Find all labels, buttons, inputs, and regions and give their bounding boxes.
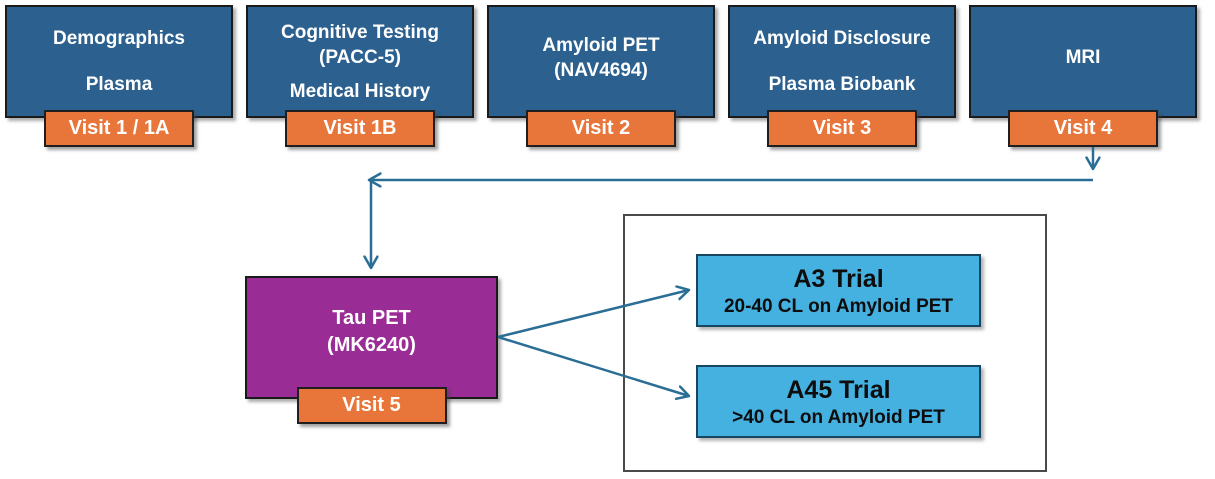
stage-box-amyloid-pet: Amyloid PET (NAV4694) [487,5,715,118]
stage-text: Amyloid Disclosure [753,27,931,49]
stage-text: Demographics [53,27,185,49]
stage-paragraph: MRI [971,45,1195,70]
stage-box-cognitive-testing: Cognitive Testing (PACC-5) Medical Histo… [246,5,474,118]
stage-paragraph: Cognitive Testing (PACC-5) [248,20,472,70]
a3-trial-box: A3 Trial 20-40 CL on Amyloid PET [696,254,981,327]
stage-text: Medical History [289,80,431,102]
stage-paragraph: Amyloid Disclosure [730,26,954,51]
stage-amyloid-disclosure: Amyloid Disclosure Plasma Biobank Visit … [728,5,956,155]
visit-3-tag: Visit 3 [767,110,917,147]
stage-text: (NAV4694) [554,59,648,81]
stage-paragraph: Plasma Biobank [730,72,954,97]
stage-demographics-plasma: Demographics Plasma Visit 1 / 1A [5,5,233,155]
stage-cognitive-testing: Cognitive Testing (PACC-5) Medical Histo… [246,5,474,155]
visit-1b-tag: Visit 1B [285,110,435,147]
stage-tau-pet: Tau PET (MK6240) Visit 5 [245,276,498,428]
stage-paragraph: Amyloid PET (NAV4694) [489,33,713,83]
a3-trial-title: A3 Trial [793,264,884,293]
visit-5-tag: Visit 5 [296,387,447,424]
stage-paragraph: Demographics [7,26,231,51]
stage-amyloid-pet: Amyloid PET (NAV4694) Visit 2 [487,5,715,155]
stage-text: Amyloid PET [542,34,660,56]
stage-mri: MRI Visit 4 [969,5,1197,155]
stage-paragraph: Plasma [7,72,231,97]
a3-trial-criteria: 20-40 CL on Amyloid PET [723,295,954,317]
a45-trial-box: A45 Trial >40 CL on Amyloid PET [696,365,981,438]
tau-pet-text: Tau PET [332,306,411,329]
stage-box-amyloid-disclosure: Amyloid Disclosure Plasma Biobank [728,5,956,118]
stage-paragraph: Medical History [248,79,472,104]
stage-text: Cognitive Testing [281,21,439,43]
visit-2-tag: Visit 2 [526,110,676,147]
trial-assignment-panel: A3 Trial 20-40 CL on Amyloid PET A45 Tri… [623,214,1047,472]
stage-text: MRI [1065,47,1101,68]
tau-pet-text: (MK6240) [327,333,416,356]
a45-trial-title: A45 Trial [786,375,891,404]
stage-text: Plasma Biobank [768,74,916,96]
stage-text: Plasma [85,74,153,96]
visit-1-1a-tag: Visit 1 / 1A [44,110,194,147]
stage-box-demographics-plasma: Demographics Plasma [5,5,233,118]
stage-box-mri: MRI [969,5,1197,118]
visit-4-tag: Visit 4 [1008,110,1158,147]
tau-pet-box: Tau PET (MK6240) [245,276,498,399]
stage-text: (PACC-5) [319,46,401,68]
a45-trial-criteria: >40 CL on Amyloid PET [732,406,945,428]
